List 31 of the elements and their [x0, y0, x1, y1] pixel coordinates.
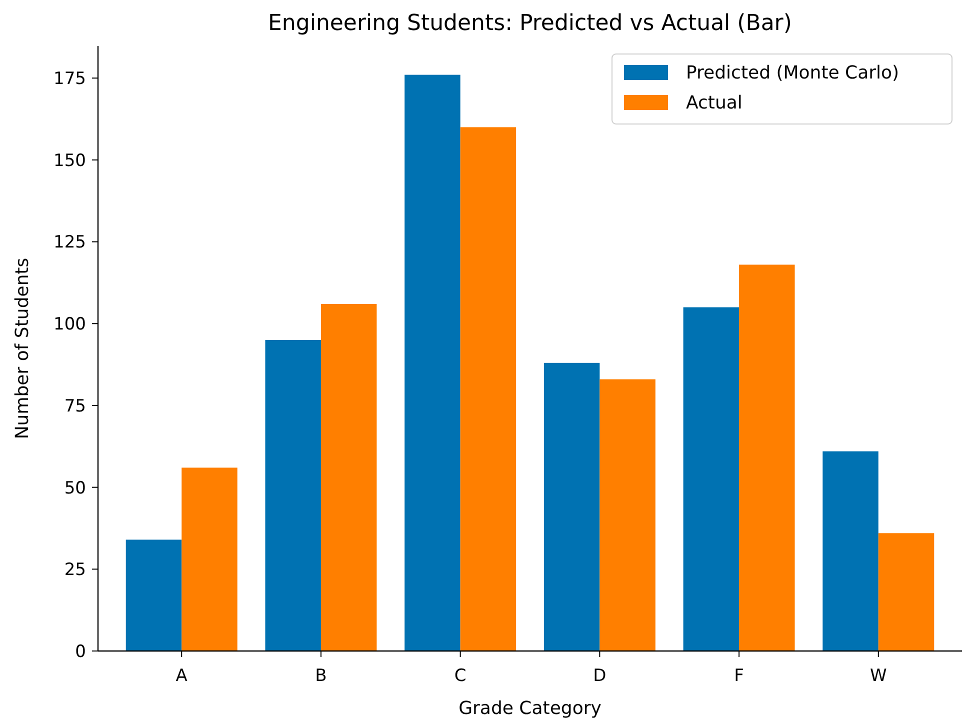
y-tick-label: 150 [54, 150, 86, 171]
x-tick-label: C [454, 666, 466, 686]
bar [544, 362, 600, 651]
y-tick-label: 100 [54, 314, 86, 335]
y-tick-label: 0 [75, 642, 86, 662]
bar [878, 533, 934, 651]
x-tick-label: F [734, 666, 744, 686]
bar [320, 304, 377, 651]
legend-label: Actual [686, 92, 742, 114]
y-tick-label: 75 [64, 396, 86, 416]
x-tick-label: A [176, 666, 188, 686]
legend-label: Predicted (Monte Carlo) [686, 62, 900, 84]
bar [126, 540, 182, 651]
bar [600, 379, 656, 651]
bar [739, 264, 795, 651]
y-tick-label: 25 [64, 560, 86, 580]
chart-title: Engineering Students: Predicted vs Actual (Bar) [268, 11, 792, 36]
x-tick-label: B [315, 666, 327, 686]
x-tick-label: D [593, 666, 606, 686]
bar [822, 451, 878, 651]
y-tick-label: 175 [54, 69, 86, 90]
y-tick-label: 125 [54, 232, 86, 253]
bar [404, 74, 460, 651]
bar [265, 340, 321, 651]
x-tick-label: W [870, 666, 887, 686]
bar [182, 468, 238, 651]
bar [683, 307, 740, 651]
bar [460, 127, 516, 651]
y-tick-label: 50 [64, 478, 86, 498]
y-axis-title: Number of Students [12, 258, 33, 440]
x-axis-title: Grade Category [458, 698, 602, 719]
